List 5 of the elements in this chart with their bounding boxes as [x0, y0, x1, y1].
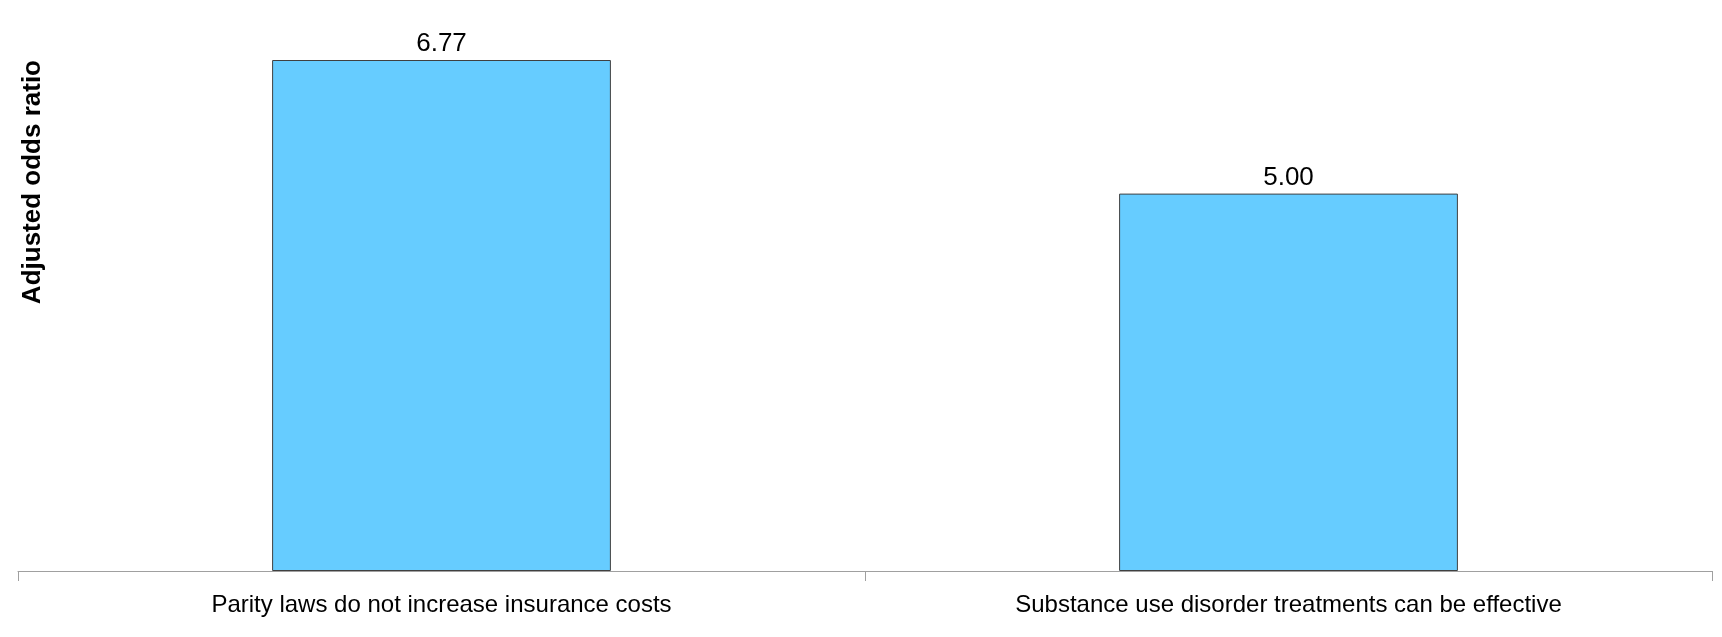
- y-axis-title: Adjusted odds ratio: [16, 60, 46, 305]
- x-tick-label: Parity laws do not increase insurance costs: [211, 589, 672, 617]
- data-label: 5.00: [1263, 160, 1314, 191]
- data-label: 6.77: [416, 27, 467, 57]
- x-tick-label: Substance use disorder treatments can be effective: [1015, 589, 1562, 617]
